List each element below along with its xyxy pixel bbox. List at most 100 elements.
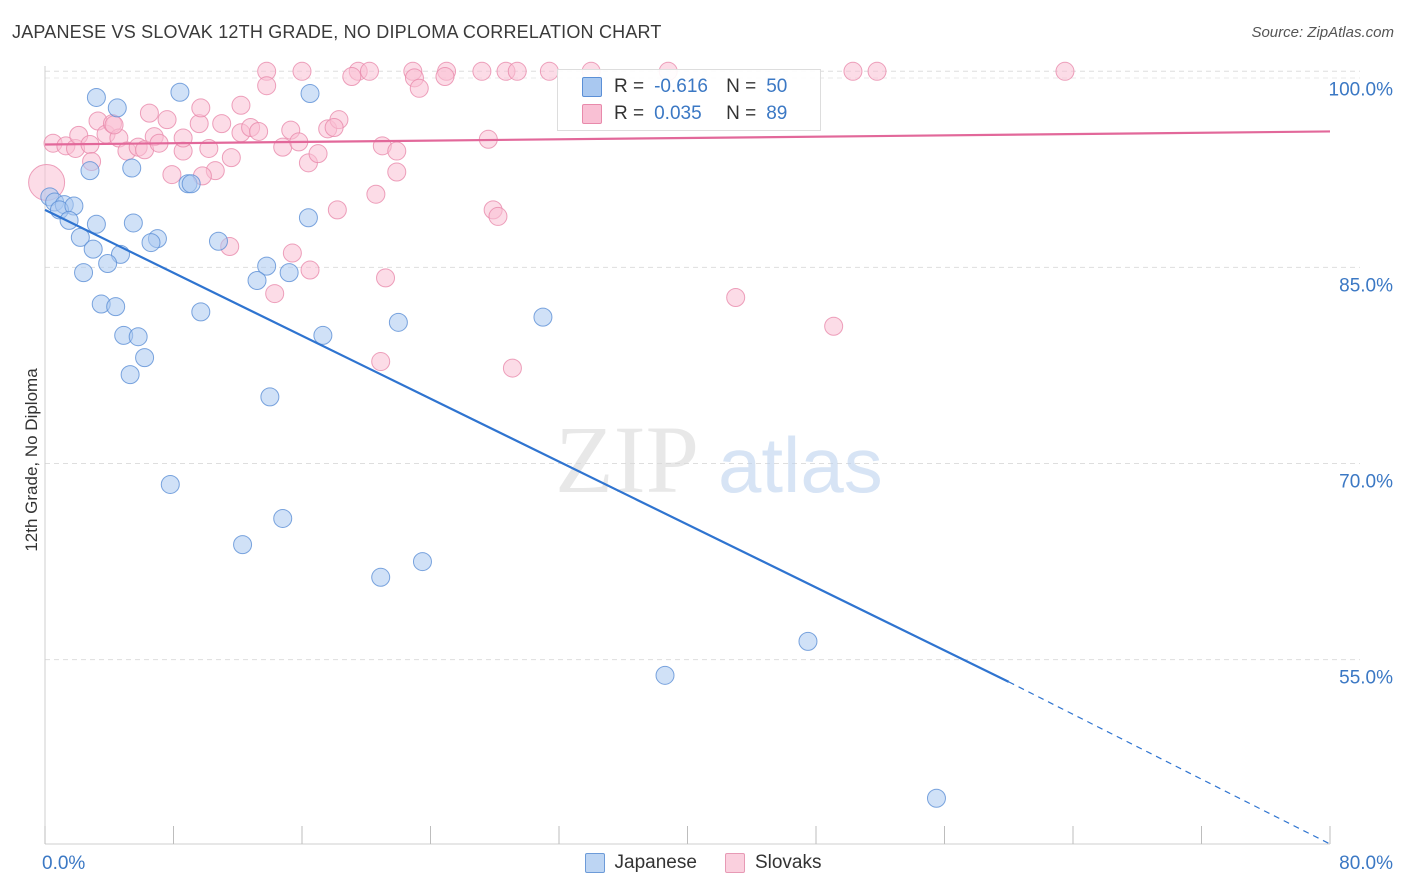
legend-r-value: -0.616 [654,76,708,97]
data-point-japanese [80,161,100,181]
trend-lines [44,130,1331,845]
data-points [28,61,1075,808]
y-tick-label: 70.0% [1339,472,1393,493]
data-point-slovaks [104,115,124,135]
data-point-slovaks [327,200,347,220]
series-swatch-slovaks [724,853,745,873]
series-legend-japanese[interactable]: Japanese [584,852,697,874]
data-point-japanese [107,98,127,118]
data-point-slovaks [488,206,508,226]
data-point-slovaks [212,114,232,134]
data-point-slovaks [189,114,209,134]
data-point-japanese [181,174,201,194]
data-point-slovaks [308,144,328,164]
data-point-slovaks [843,61,863,81]
data-point-slovaks [502,358,522,378]
data-point-slovaks [300,260,320,280]
data-point-japanese [273,508,293,528]
trend-line-japanese [44,208,1010,683]
data-point-japanese [86,214,106,234]
data-point-japanese [371,567,391,587]
legend-n-value: 50 [766,76,788,97]
data-point-slovaks [376,268,396,288]
legend-r-label: R = [614,103,645,124]
x-tick-label: 80.0% [1339,853,1393,874]
data-point-slovaks [282,243,302,263]
data-point-japanese [120,365,140,385]
legend-row-slovaks: R = 0.035 N = 89 [582,102,787,126]
data-point-slovaks [472,61,492,81]
data-point-slovaks [435,67,455,87]
data-point-japanese [59,210,79,230]
data-point-japanese [247,270,267,290]
legend-n-value: 89 [766,103,788,124]
data-point-slovaks [726,287,746,307]
data-point-japanese [257,256,277,276]
tick-labels: 55.0% 70.0% 85.0% 100.0% 0.0% 80.0% [42,79,1393,874]
y-axis-label: 12th Grade, No Diploma [22,368,41,552]
data-point-japanese [298,208,318,228]
y-tick-label: 85.0% [1339,275,1393,296]
legend-r-value: 0.035 [654,103,702,124]
data-point-slovaks [324,118,344,138]
data-point-japanese [160,474,180,494]
watermark: ZIP atlas [555,406,883,513]
data-point-slovaks [157,110,177,130]
legend-r-label: R = [614,76,645,97]
data-point-japanese [170,82,190,102]
data-point-japanese [926,788,946,808]
data-point-slovaks [191,98,211,118]
data-point-japanese [123,213,143,233]
data-point-slovaks [539,61,559,81]
series-legend-slovaks[interactable]: Slovaks [724,852,822,874]
x-tick-label: 0.0% [42,853,85,874]
data-point-slovaks [366,184,386,204]
data-point-slovaks [173,128,193,148]
data-point-slovaks [387,141,407,161]
data-point-japanese [388,312,408,332]
series-swatch-japanese [584,853,605,873]
data-point-slovaks [359,61,379,81]
source-label: Source: ZipAtlas.com [1251,24,1394,41]
watermark-zip: ZIP [555,406,699,513]
legend-swatch-slovaks [582,104,602,124]
data-point-japanese [412,552,432,572]
data-point-japanese [208,231,228,251]
y-tick-label: 100.0% [1329,79,1394,100]
data-point-japanese [798,631,818,651]
legend-swatch-japanese [582,77,602,97]
data-point-slovaks [867,61,887,81]
data-point-slovaks [221,148,241,168]
data-point-slovaks [342,67,362,87]
data-point-japanese [122,158,142,178]
data-point-slovaks [387,162,407,182]
watermark-atlas: atlas [718,421,883,509]
data-point-slovaks [507,61,527,81]
data-point-japanese [135,348,155,368]
data-point-slovaks [273,137,293,157]
data-point-japanese [83,239,103,259]
data-point-japanese [106,297,126,317]
data-point-slovaks [139,103,159,123]
data-point-slovaks [162,165,182,185]
grid-lines [45,70,1360,661]
data-point-japanese [279,263,299,283]
data-point-japanese [655,665,675,685]
data-point-japanese [98,254,118,273]
series-label-japanese: Japanese [614,852,697,873]
legend-n-label: N = [726,76,757,97]
data-point-japanese [233,535,253,555]
trend-line-japanese-extension [1008,681,1331,845]
data-point-slovaks [257,76,277,96]
data-point-slovaks [1055,61,1075,81]
chart-title: JAPANESE VS SLOVAK 12TH GRADE, NO DIPLOM… [12,22,662,42]
series-label-slovaks: Slovaks [754,852,822,873]
data-point-japanese [86,87,106,107]
legend-n-label: N = [726,103,757,124]
y-tick-label: 55.0% [1339,668,1393,689]
data-point-slovaks [265,284,285,304]
data-point-slovaks [371,352,391,372]
legend: R = -0.616 N = 50 R = 0.035 N = 89 [557,69,821,131]
data-point-japanese [300,84,320,104]
